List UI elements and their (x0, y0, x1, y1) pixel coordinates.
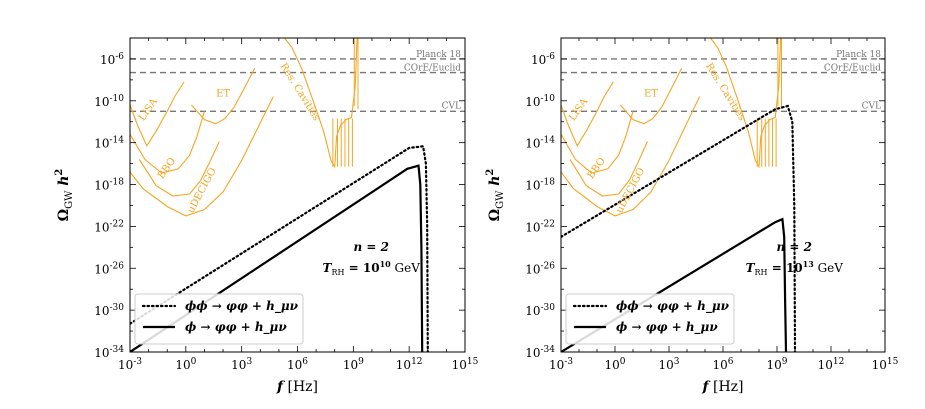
x-axis-label: f [Hz] (276, 379, 318, 395)
x-tick-label: 1012 (396, 357, 423, 372)
reference-line-label: CVL (442, 101, 461, 111)
plot-area (130, 38, 465, 352)
y-tick-label: 10-34 (525, 345, 555, 360)
reference-line-label: Planck 18 (836, 50, 881, 60)
detector-label: BBO (156, 156, 178, 181)
detector-sensitivity-curve (561, 96, 701, 217)
annotation-n: n = 2 (353, 240, 388, 254)
x-tick-label: 100 (175, 357, 196, 372)
x-tick-label: 1012 (818, 357, 845, 372)
detector-sensitivity-curve (130, 96, 274, 217)
annotation-trh: TRH = 1010 GeV (323, 259, 421, 277)
plot-area (561, 38, 885, 352)
y-tick-label: 10-30 (94, 303, 124, 318)
series-line-phiphi (130, 145, 429, 352)
y-tick-label: 10-14 (94, 136, 124, 151)
detector-label: LISA (567, 96, 591, 123)
legend-entry: ϕϕ → φφ + h_μν (616, 299, 730, 314)
detector-sensitivity-curve (561, 81, 614, 147)
detector-label: uDECIGO (614, 166, 647, 215)
y-tick-label: 10-22 (94, 219, 124, 234)
detector-sensitivity-curve (284, 38, 358, 169)
x-tick-label: 106 (712, 357, 733, 372)
right-chart-panel: Planck 18 COrE/Euclid CVL LISA ET BBO uDECIGO R… (485, 37, 899, 395)
x-axis-label: f [Hz] (702, 379, 744, 395)
x-tick-label: 10-3 (118, 357, 142, 372)
series-line-phi (561, 217, 788, 352)
left-chart-panel: Planck 18 COrE/Euclid CVL LISA ET BBO uDECIGO R… (54, 37, 479, 395)
y-axis-label: ΩGW h2 (485, 169, 506, 222)
annotation-trh: TRH = 1013 GeV (746, 259, 844, 277)
detector-label: ET (644, 89, 658, 100)
reference-line-label: CVL (862, 101, 881, 111)
detector-label: uDECIGO (186, 166, 219, 215)
detector-sensitivity-curve (190, 68, 256, 125)
y-tick-label: 10-18 (94, 178, 124, 193)
x-tick-label: 109 (343, 357, 364, 372)
x-tick-label: 109 (766, 357, 787, 372)
detector-label: Res. Cavities (703, 61, 747, 123)
legend: ϕϕ → φφ + h_μν ϕ → φφ + h_μν (134, 293, 304, 345)
x-tick-label: 1015 (872, 357, 899, 372)
detector-label: LISA (137, 96, 161, 123)
series-line-phi (130, 164, 424, 352)
detector-label: Res. Cavities (278, 61, 322, 123)
detector-label: ET (216, 89, 230, 100)
x-tick-label: 106 (287, 357, 308, 372)
x-tick-label: 1015 (452, 357, 479, 372)
detector-sensitivity-curve (561, 111, 634, 174)
detector-sensitivity-curve (138, 141, 220, 197)
y-tick-label: 10-6 (531, 52, 555, 67)
legend-entry: ϕϕ → φφ + h_μν (185, 299, 299, 314)
x-tick-label: 103 (658, 357, 679, 372)
detector-label: BBO (586, 156, 608, 181)
series-line-phiphi (561, 104, 797, 352)
legend: ϕϕ → φφ + h_μν ϕ → φφ + h_μν (565, 293, 735, 345)
detector-sensitivity-curve (569, 141, 648, 197)
detector-sensitivity-curve (130, 111, 205, 174)
reference-line-label: COrE/Euclid (404, 64, 461, 74)
y-tick-label: 10-30 (525, 303, 555, 318)
y-tick-label: 10-18 (525, 178, 555, 193)
y-tick-label: 10-6 (100, 52, 124, 67)
x-tick-label: 10-3 (549, 357, 573, 372)
y-tick-label: 10-10 (525, 94, 555, 109)
y-tick-label: 10-10 (94, 94, 124, 109)
legend-box (565, 293, 735, 345)
reference-line-label: COrE/Euclid (824, 64, 881, 74)
y-tick-label: 10-14 (525, 136, 555, 151)
legend-entry: ϕ → φφ + h_μν (185, 320, 287, 335)
y-tick-label: 10-26 (94, 261, 124, 276)
annotation-n: n = 2 (777, 240, 812, 254)
detector-sensitivity-curve (709, 38, 782, 169)
y-tick-label: 10-26 (525, 261, 555, 276)
y-tick-label: 10-22 (525, 219, 555, 234)
x-tick-label: 103 (231, 357, 252, 372)
y-tick-label: 10-34 (94, 345, 124, 360)
y-axis-label: ΩGW h2 (54, 169, 75, 222)
legend-box (134, 293, 304, 345)
legend-entry: ϕ → φφ + h_μν (616, 320, 718, 335)
detector-sensitivity-curve (619, 68, 683, 125)
reference-line-label: Planck 18 (416, 50, 461, 60)
x-tick-label: 100 (604, 357, 625, 372)
detector-sensitivity-curve (130, 81, 185, 147)
